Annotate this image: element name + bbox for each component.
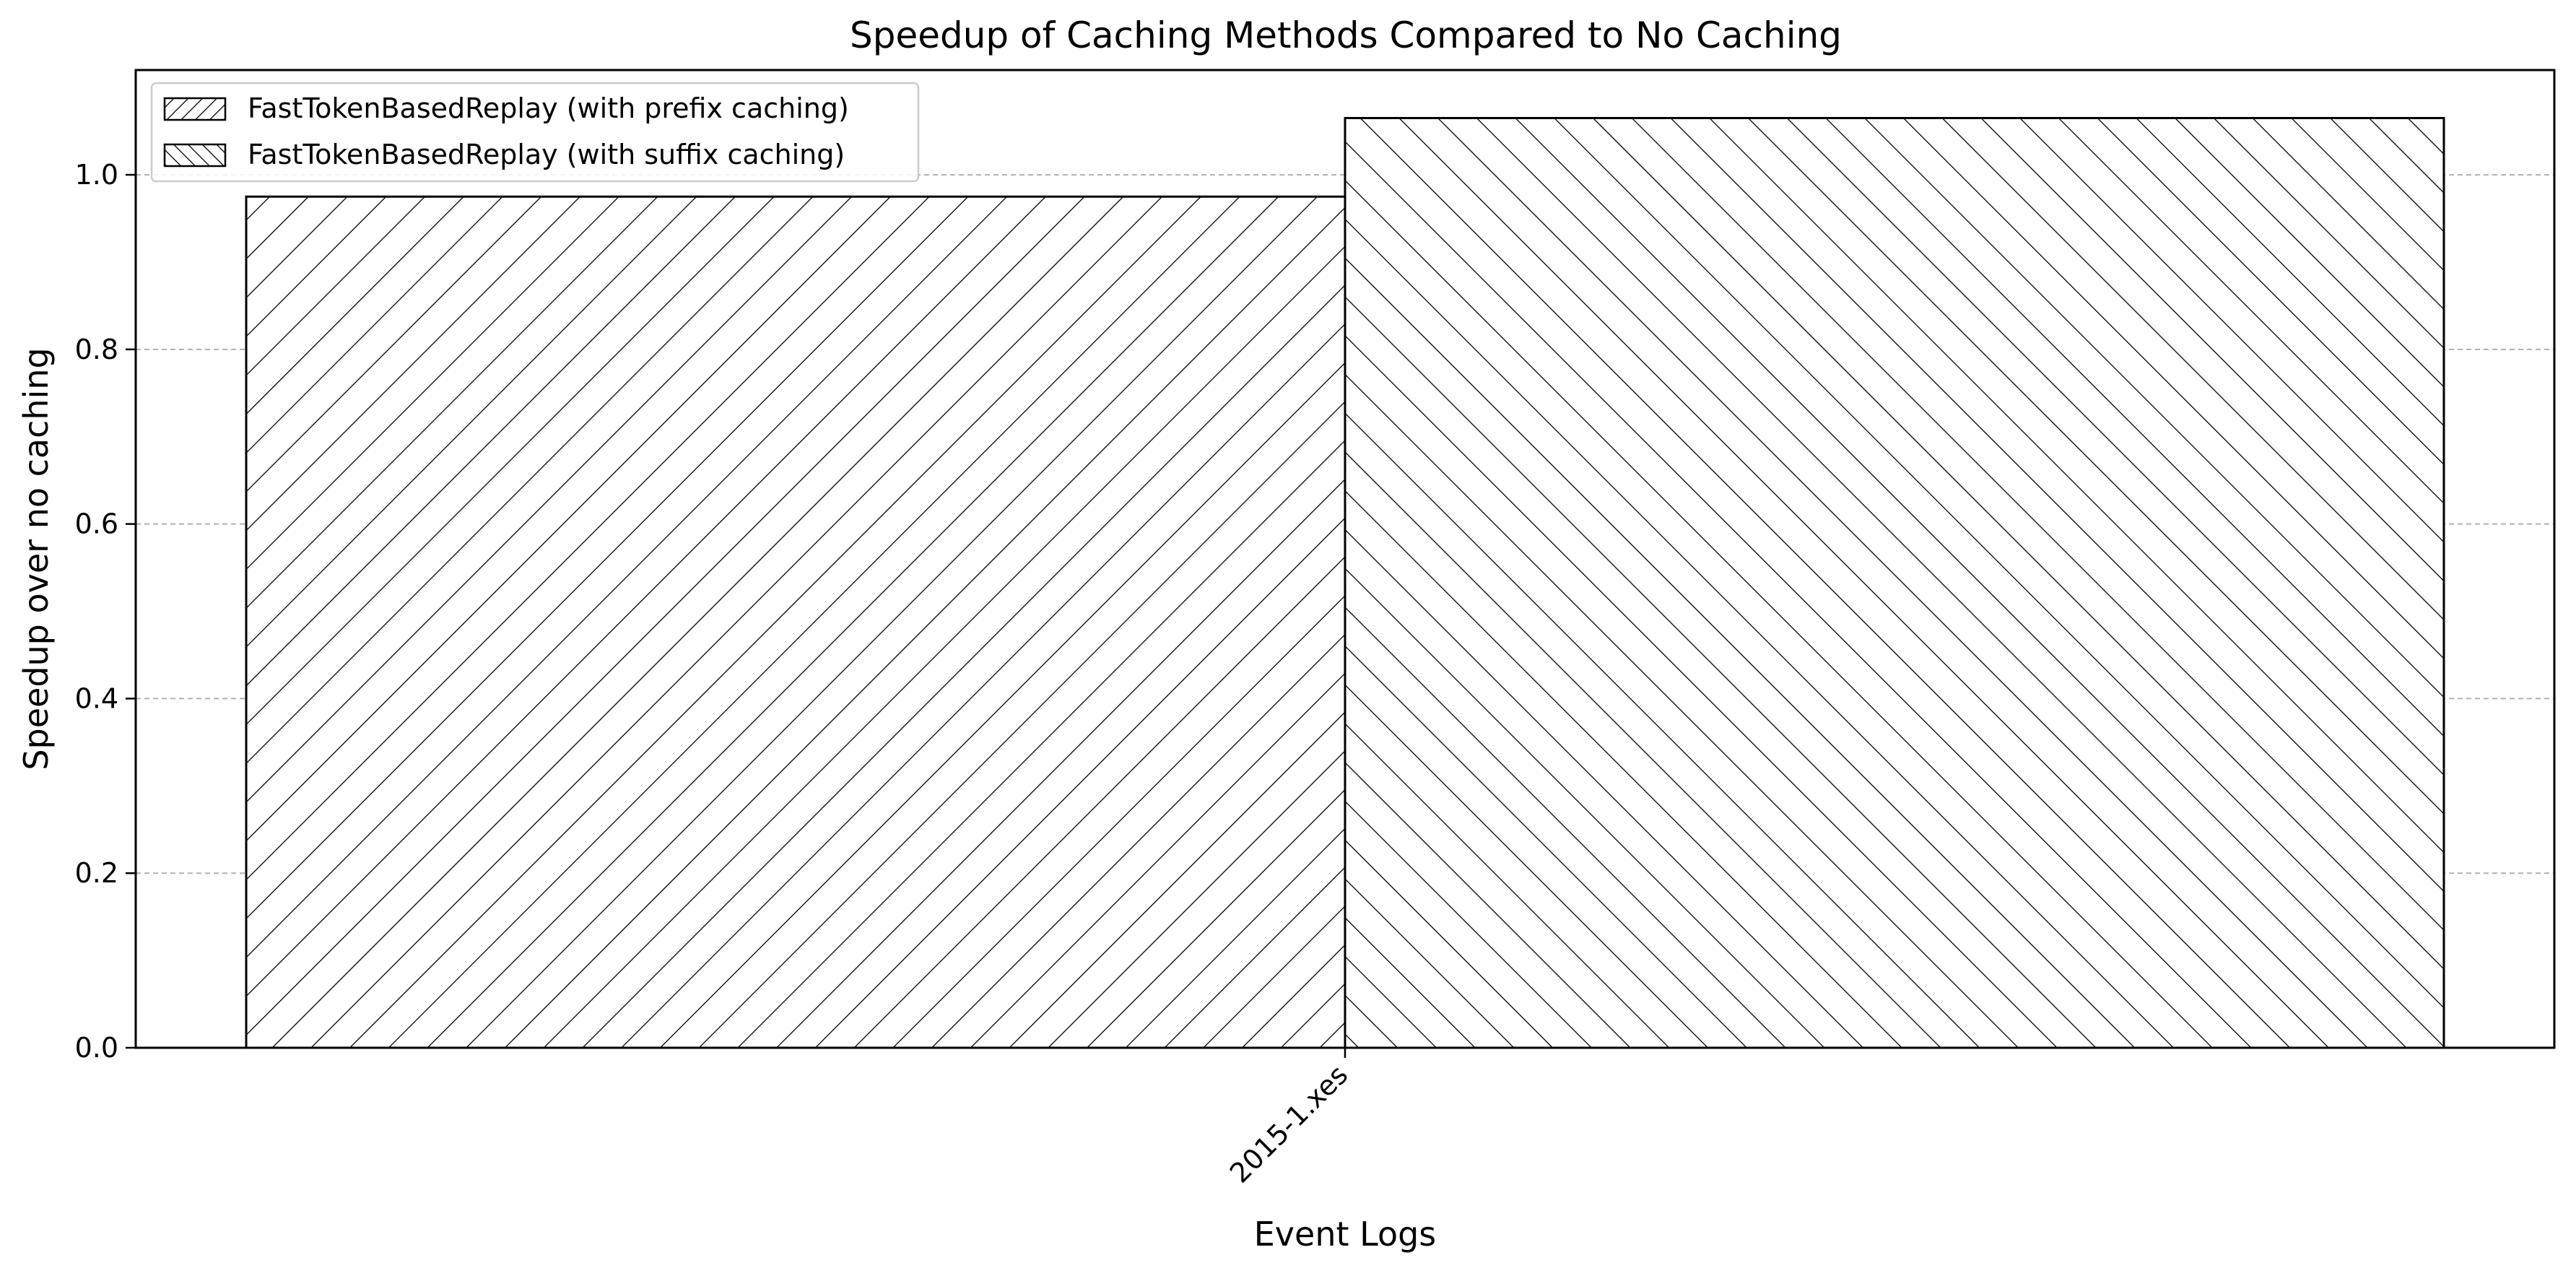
x-axis: 2015-1.xes — [1224, 1048, 1354, 1189]
bar-prefix-caching — [245, 195, 1346, 1049]
y-tick-label: 0.2 — [75, 857, 118, 889]
bars — [245, 116, 2445, 1049]
y-tick-label: 1.0 — [75, 159, 118, 191]
legend-box — [150, 82, 920, 183]
legend-swatch-prefix — [163, 97, 227, 121]
legend-item-suffix: FastTokenBasedReplay (with suffix cachin… — [163, 139, 845, 170]
legend: FastTokenBasedReplay (with prefix cachin… — [150, 82, 920, 183]
x-tick-label: 2015-1.xes — [1224, 1059, 1354, 1189]
legend-swatch-suffix — [163, 143, 227, 168]
bar-suffix-caching — [1344, 116, 2445, 1049]
y-tick-label: 0.8 — [75, 334, 118, 365]
legend-item-prefix: FastTokenBasedReplay (with prefix cachin… — [163, 92, 849, 124]
y-tick-label: 0.6 — [75, 508, 118, 540]
y-axis-label: Speedup over no caching — [17, 347, 56, 770]
legend-label-prefix: FastTokenBasedReplay (with prefix cachin… — [248, 92, 849, 124]
y-tick-label: 0.4 — [75, 682, 118, 714]
legend-label-suffix: FastTokenBasedReplay (with suffix cachin… — [248, 139, 845, 170]
y-axis: 0.0 0.2 0.4 0.6 0.8 1.0 — [75, 159, 136, 1064]
x-axis-label: Event Logs — [1254, 1215, 1437, 1254]
chart-title: Speedup of Caching Methods Compared to N… — [850, 14, 1842, 56]
y-tick-label: 0.0 — [75, 1032, 118, 1064]
